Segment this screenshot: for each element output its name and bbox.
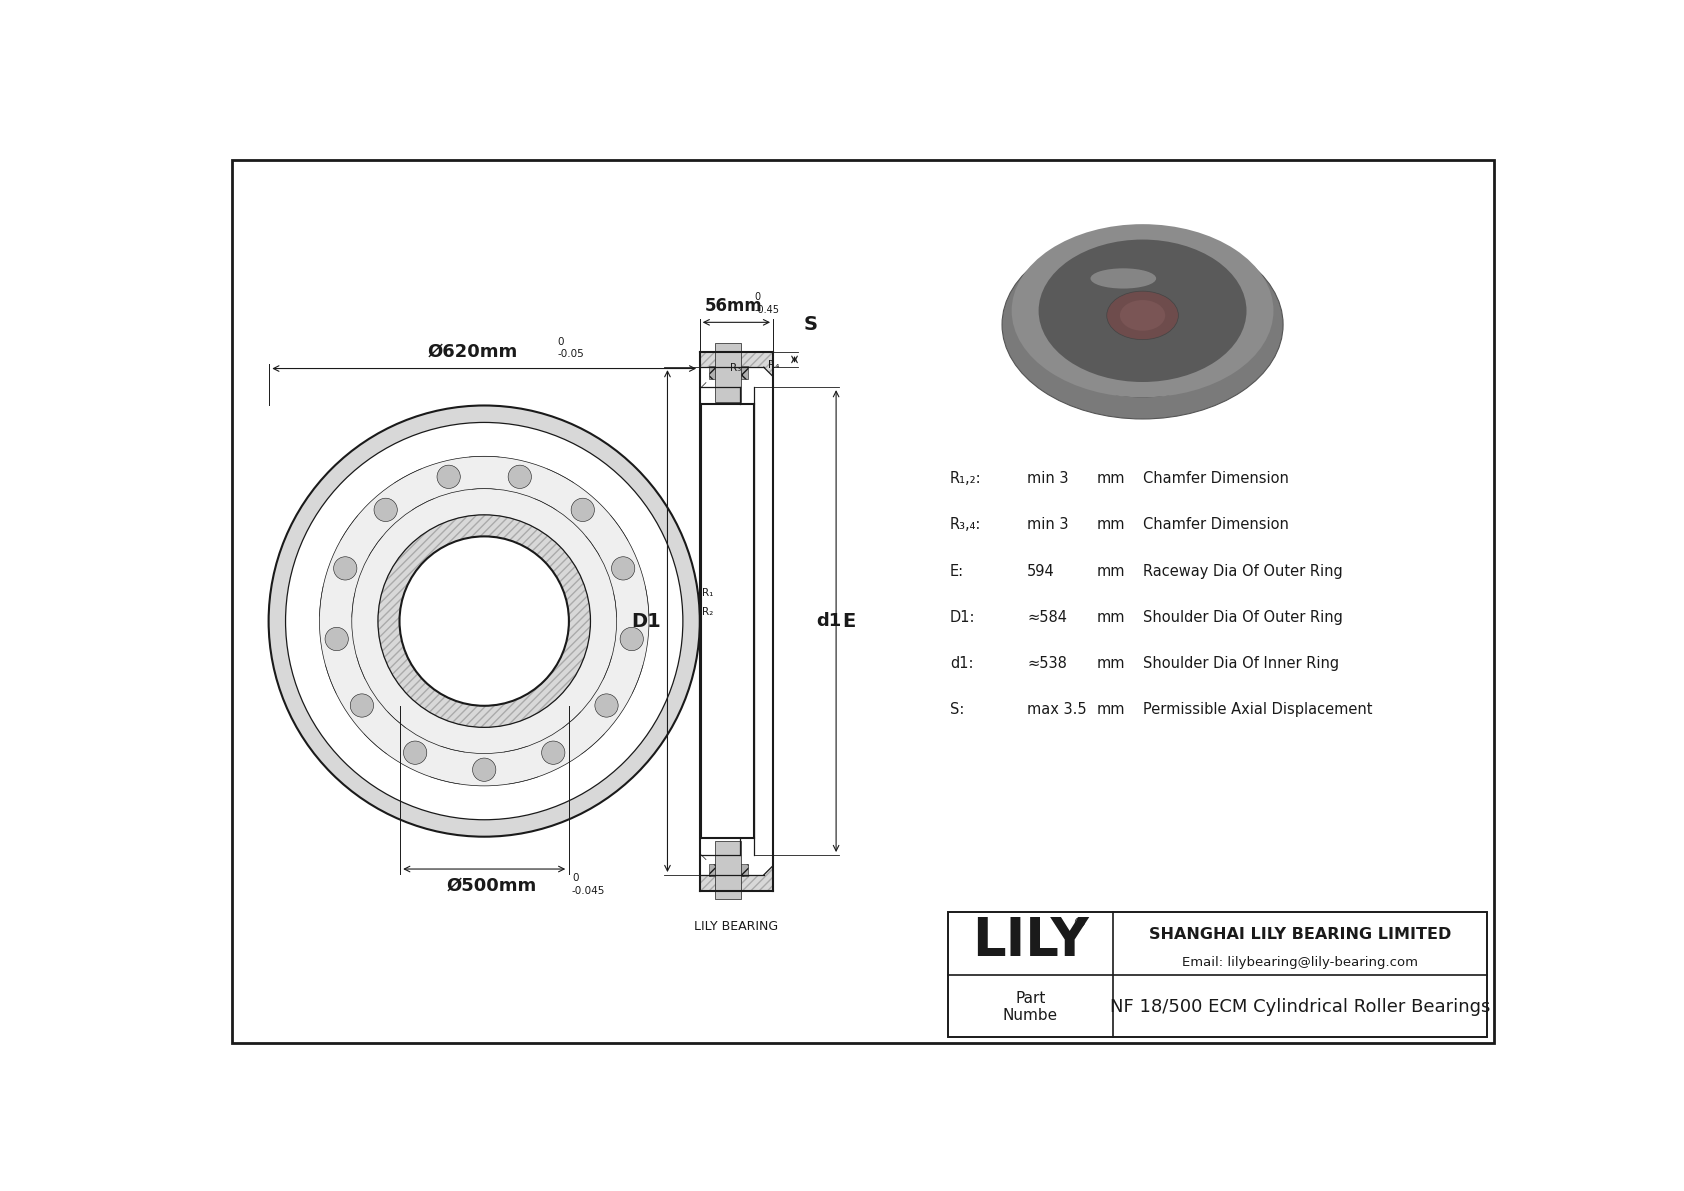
Text: max 3.5: max 3.5 — [1027, 703, 1086, 717]
Text: SHANGHAI LILY BEARING LIMITED: SHANGHAI LILY BEARING LIMITED — [1148, 927, 1452, 942]
Polygon shape — [701, 367, 773, 875]
Polygon shape — [741, 863, 748, 875]
Circle shape — [269, 405, 701, 837]
Circle shape — [611, 556, 635, 580]
Circle shape — [325, 628, 349, 650]
Polygon shape — [709, 366, 716, 379]
Text: Permissible Axial Displacement: Permissible Axial Displacement — [1142, 703, 1372, 717]
Text: ®: ® — [1073, 917, 1086, 931]
Text: Raceway Dia Of Outer Ring: Raceway Dia Of Outer Ring — [1142, 563, 1342, 579]
Text: -0.45: -0.45 — [754, 305, 780, 314]
Text: Ø500mm: Ø500mm — [446, 877, 537, 894]
Ellipse shape — [1106, 291, 1179, 339]
Polygon shape — [741, 366, 748, 379]
Ellipse shape — [1091, 268, 1157, 288]
Circle shape — [620, 628, 643, 650]
Polygon shape — [716, 343, 741, 401]
Text: Chamfer Dimension: Chamfer Dimension — [1142, 517, 1288, 532]
Ellipse shape — [1037, 252, 1248, 397]
Ellipse shape — [1012, 224, 1273, 398]
Circle shape — [542, 741, 564, 765]
Text: 594: 594 — [1027, 563, 1054, 579]
Ellipse shape — [1039, 239, 1246, 382]
Text: 0: 0 — [754, 292, 759, 303]
Circle shape — [320, 456, 648, 786]
Text: E: E — [842, 612, 855, 630]
Text: R₁,₂:: R₁,₂: — [950, 472, 982, 486]
Text: Ø620mm: Ø620mm — [428, 343, 517, 361]
Text: mm: mm — [1096, 656, 1125, 671]
Text: -0.05: -0.05 — [557, 349, 584, 360]
Polygon shape — [709, 863, 716, 875]
Text: min 3: min 3 — [1027, 517, 1069, 532]
Circle shape — [399, 536, 569, 706]
Text: R₃: R₃ — [731, 363, 741, 374]
Text: LILY BEARING: LILY BEARING — [694, 919, 778, 933]
Text: R₁: R₁ — [702, 588, 714, 598]
Circle shape — [374, 498, 397, 522]
Text: mm: mm — [1096, 563, 1125, 579]
Text: Shoulder Dia Of Inner Ring: Shoulder Dia Of Inner Ring — [1142, 656, 1339, 671]
Polygon shape — [716, 841, 741, 899]
Text: 0: 0 — [557, 337, 564, 347]
Text: R₃,₄:: R₃,₄: — [950, 517, 982, 532]
Polygon shape — [948, 912, 1487, 1037]
Ellipse shape — [1002, 230, 1283, 419]
Circle shape — [509, 466, 532, 488]
Text: S: S — [803, 316, 818, 335]
Circle shape — [404, 741, 426, 765]
Text: Shoulder Dia Of Outer Ring: Shoulder Dia Of Outer Ring — [1142, 610, 1342, 625]
Text: Email: lilybearing@lily-bearing.com: Email: lilybearing@lily-bearing.com — [1182, 955, 1418, 968]
Polygon shape — [701, 351, 773, 891]
Text: Part
Numbe: Part Numbe — [1004, 991, 1058, 1023]
Text: ≈584: ≈584 — [1027, 610, 1068, 625]
Text: NF 18/500 ECM Cylindrical Roller Bearings: NF 18/500 ECM Cylindrical Roller Bearing… — [1110, 998, 1490, 1016]
Text: d1:: d1: — [950, 656, 973, 671]
Ellipse shape — [1120, 300, 1165, 331]
Circle shape — [377, 515, 591, 728]
Text: LILY: LILY — [972, 915, 1088, 967]
Text: R₂: R₂ — [702, 607, 714, 617]
Circle shape — [438, 466, 460, 488]
Text: S:: S: — [950, 703, 965, 717]
Circle shape — [286, 423, 684, 819]
Text: 0: 0 — [573, 873, 579, 883]
Circle shape — [350, 694, 374, 717]
Circle shape — [473, 757, 495, 781]
Text: R₄: R₄ — [768, 361, 780, 370]
Text: mm: mm — [1096, 703, 1125, 717]
Text: mm: mm — [1096, 610, 1125, 625]
Text: D1:: D1: — [950, 610, 975, 625]
Polygon shape — [739, 387, 754, 404]
Polygon shape — [701, 387, 739, 855]
Text: -0.045: -0.045 — [573, 886, 605, 896]
Text: E:: E: — [950, 563, 965, 579]
Text: D1: D1 — [632, 612, 662, 630]
Text: min 3: min 3 — [1027, 472, 1069, 486]
Text: 56mm: 56mm — [704, 298, 763, 316]
Polygon shape — [701, 404, 754, 838]
Text: Chamfer Dimension: Chamfer Dimension — [1142, 472, 1288, 486]
Text: mm: mm — [1096, 472, 1125, 486]
Text: d1: d1 — [817, 612, 842, 630]
Polygon shape — [739, 838, 754, 855]
Text: ≈538: ≈538 — [1027, 656, 1068, 671]
Circle shape — [333, 556, 357, 580]
Circle shape — [594, 694, 618, 717]
Circle shape — [269, 405, 701, 837]
Circle shape — [571, 498, 594, 522]
Text: mm: mm — [1096, 517, 1125, 532]
